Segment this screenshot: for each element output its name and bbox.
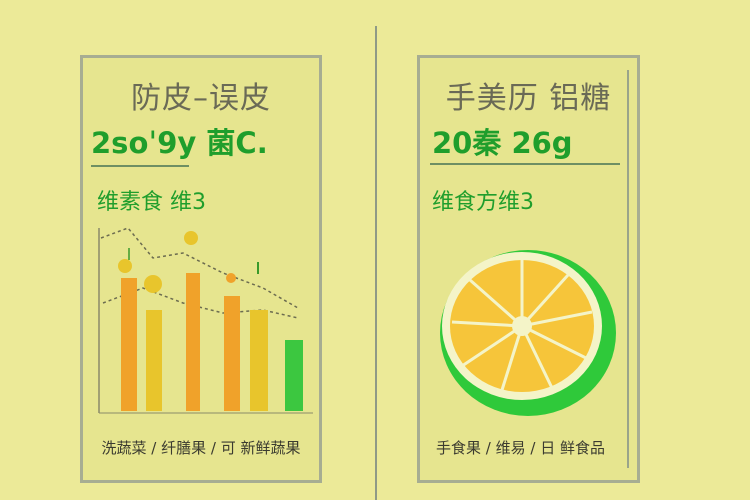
bar-5 [250, 310, 268, 411]
right-card-big-number: 20秦 26g [432, 126, 573, 160]
bar-chart-fruit-icon [98, 227, 313, 414]
left-card-rule [91, 165, 189, 167]
right-card-title: 手美历 铝糖 [445, 81, 612, 116]
right-card-rule [430, 163, 620, 165]
bar-6 [285, 340, 303, 411]
bar-2 [146, 310, 162, 411]
fruit-dot-1 [118, 259, 132, 273]
lemon-slice-icon [440, 250, 616, 416]
center-divider [375, 26, 377, 500]
left-card-big-number: 2soˈ9y 菌C. [91, 126, 268, 160]
right-card-footer: 手食果 / 维易 / 日 鲜食品 [436, 439, 605, 457]
lemon-segments [451, 260, 593, 391]
fruit-dot-2 [144, 275, 162, 293]
fruit-dot-3 [184, 231, 198, 245]
lemon-core [512, 316, 532, 336]
right-info-card: 手美历 铝糖 20秦 26g 维食方维3 手食果 / 维易 / 日 鲜食品 [417, 55, 640, 483]
bar-4 [224, 296, 240, 411]
fruit-dot-4 [226, 273, 236, 283]
left-card-title: 防皮–误皮 [131, 81, 271, 116]
right-card-inner-line [627, 70, 629, 468]
bar-1 [121, 278, 137, 411]
bar-3 [186, 273, 200, 411]
left-info-card: 防皮–误皮 2soˈ9y 菌C. 维素食 维3 洗蔬菜 / 纤膳果 / 可 新鲜… [80, 55, 322, 483]
right-card-subtitle: 维食方维3 [432, 190, 534, 215]
left-card-footer: 洗蔬菜 / 纤膳果 / 可 新鲜蔬果 [101, 439, 301, 457]
trend-line-1 [100, 227, 299, 309]
left-card-subtitle: 维素食 维3 [97, 190, 206, 215]
